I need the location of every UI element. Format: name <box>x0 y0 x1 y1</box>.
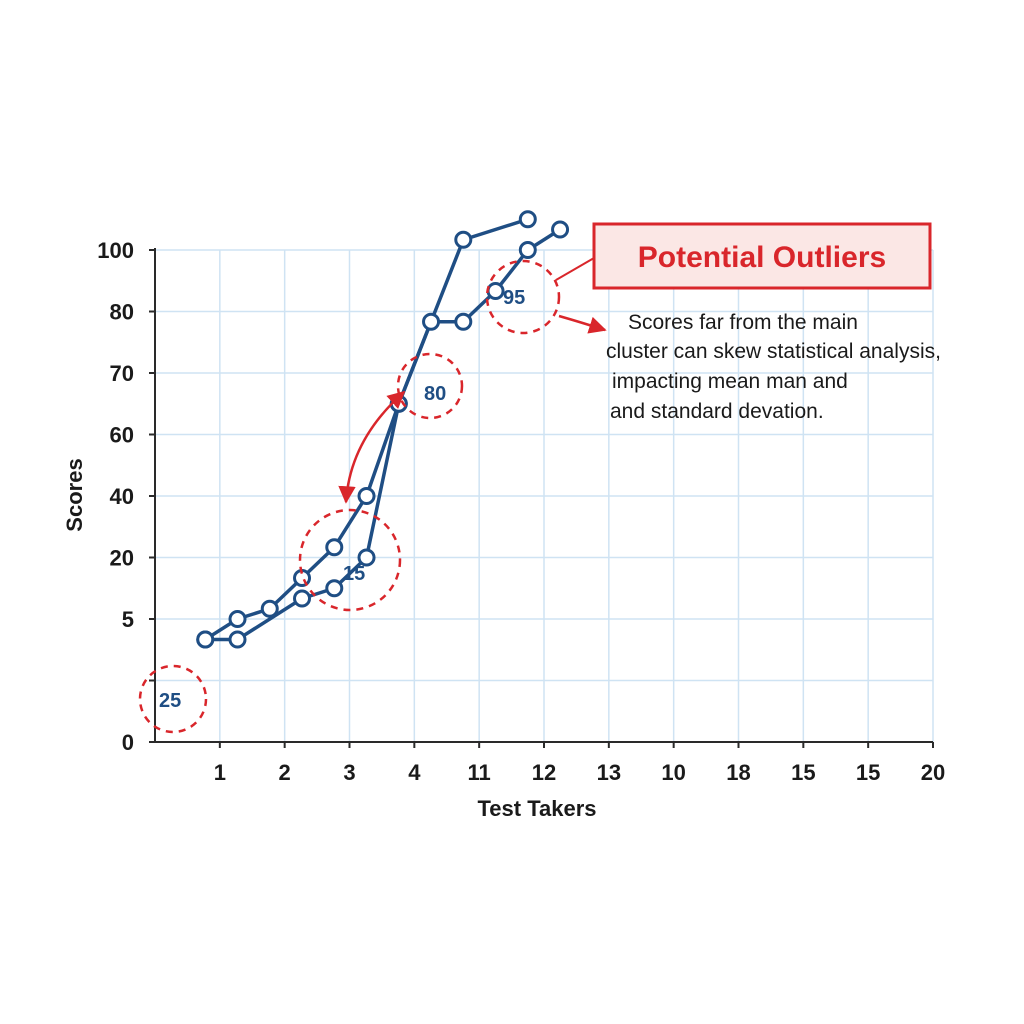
grid <box>154 249 934 742</box>
series-1-point <box>454 230 473 249</box>
callout-connector <box>555 257 595 281</box>
y-tick-label: 5 <box>122 607 134 632</box>
x-axis-title: Test Takers <box>477 796 596 821</box>
y-tick-label: 20 <box>110 546 134 571</box>
callout: Potential Outliers Scores far from the m… <box>592 222 941 423</box>
x-tick-label: 3 <box>343 760 355 785</box>
y-tick-label: 40 <box>110 484 134 509</box>
y-tick-label: 80 <box>110 300 134 325</box>
series-1-point <box>518 210 537 229</box>
outlier-layer: 25 15 80 95 <box>138 259 561 734</box>
outlier-label: 80 <box>424 383 446 405</box>
callout-box <box>592 222 932 290</box>
double-arrow <box>338 390 406 504</box>
series-2-point <box>293 589 312 608</box>
x-tick-label: 15 <box>791 760 815 785</box>
callout-title: Potential Outliers <box>638 241 886 274</box>
series-layer <box>196 210 570 649</box>
series-1-point <box>357 487 376 505</box>
callout-note-line: impacting mean man and <box>612 370 848 393</box>
y-tick-label: 0 <box>122 730 134 755</box>
series-2-point <box>228 630 247 649</box>
callout-note-line: Scores far from the main <box>628 311 858 334</box>
series-2-point <box>454 312 473 331</box>
x-tick-label: 10 <box>661 760 685 785</box>
y-axis-title: Scores <box>62 458 87 531</box>
outlier-ring <box>485 259 561 335</box>
series-2-point <box>357 548 376 567</box>
outlier-label: 95 <box>503 287 525 309</box>
x-tick-label: 11 <box>468 760 491 785</box>
series-1-point <box>228 610 247 628</box>
series-1-point <box>325 538 344 557</box>
series-2-point <box>518 241 537 259</box>
x-tick-label: 20 <box>921 760 945 785</box>
y-tick-label: 70 <box>110 361 134 386</box>
series-2-point <box>422 312 441 331</box>
series-2-point <box>486 282 505 300</box>
x-tick-label: 2 <box>279 760 291 785</box>
x-tick-label: 15 <box>856 760 880 785</box>
x-tick-label: 1 <box>214 760 226 785</box>
callout-note-line: cluster can skew statistical analysis, <box>606 340 941 363</box>
outlier-ring <box>396 352 464 420</box>
outlier-label: 25 <box>159 690 181 712</box>
series-2-point <box>551 220 570 239</box>
x-tick-label: 13 <box>597 760 621 785</box>
series-2-point <box>196 630 215 649</box>
x-tick-labels: 1 2 3 4 11 12 13 10 18 15 15 20 <box>214 742 945 785</box>
series-2-point <box>325 579 344 598</box>
callout-arrow <box>558 314 607 334</box>
y-tick-label: 60 <box>110 423 134 448</box>
x-tick-label: 4 <box>408 760 421 785</box>
y-tick-labels: 0 5 20 40 60 70 80 100 <box>97 238 155 755</box>
x-tick-label: 18 <box>726 760 750 785</box>
callout-note-line: and standard devation. <box>610 400 824 423</box>
x-tick-label: 12 <box>532 760 556 785</box>
outlier-label: 15 <box>343 563 365 585</box>
outlier-ring <box>298 508 402 612</box>
series-1-point <box>260 599 279 618</box>
outlier-ring <box>138 664 208 734</box>
y-tick-label: 100 <box>97 238 134 263</box>
